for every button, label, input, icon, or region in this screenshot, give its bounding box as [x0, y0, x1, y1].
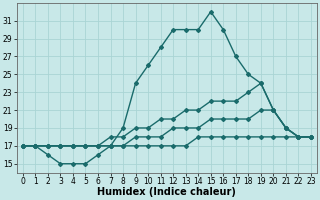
- X-axis label: Humidex (Indice chaleur): Humidex (Indice chaleur): [98, 187, 236, 197]
